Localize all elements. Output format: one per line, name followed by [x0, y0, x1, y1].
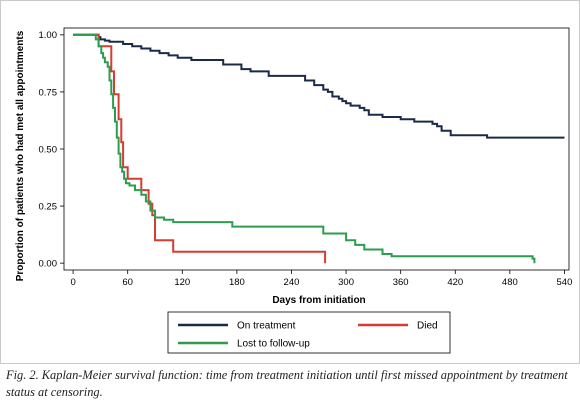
legend-box [167, 311, 451, 354]
y-axis: 0.00 0.25 0.50 0.75 1.00 [39, 30, 64, 270]
legend: On treatment Died Lost to follow-up [167, 311, 451, 354]
series-line-died [73, 33, 327, 264]
legend-label-lost-to-follow-up: Lost to follow-up [237, 339, 310, 350]
y-tick-label-3: 0.75 [39, 87, 58, 98]
x-tick-label-6: 360 [393, 277, 409, 288]
x-tick-label-7: 420 [447, 277, 463, 288]
plot-area [63, 27, 570, 271]
y-tick-label-1: 0.25 [39, 201, 58, 212]
x-tick-label-9: 540 [557, 277, 573, 288]
legend-label-died: Died [417, 321, 438, 332]
x-tick-label-3: 180 [229, 277, 245, 288]
legend-label-on-treatment: On treatment [237, 321, 296, 332]
series-line-lost-to-follow-up [73, 33, 536, 264]
x-tick-label-0: 0 [70, 277, 75, 288]
x-tick-label-8: 480 [502, 277, 518, 288]
series-layer [73, 33, 565, 264]
y-tick-label-0: 0.00 [39, 259, 58, 270]
y-axis-title: Proportion of patients who had met all a… [15, 30, 26, 281]
x-tick-label-5: 300 [338, 277, 354, 288]
figure-caption: Fig. 2. Kaplan-Meier survival function: … [6, 368, 568, 399]
y-tick-label-2: 0.50 [39, 144, 58, 155]
x-tick-label-4: 240 [284, 277, 300, 288]
y-tick-label-4: 1.00 [39, 30, 58, 41]
x-axis-title: Days from initiation [272, 295, 365, 306]
km-survival-chart: 0.00 0.25 0.50 0.75 1.00 0 60 120 180 240 300 360 4… [15, 27, 572, 354]
x-axis: 0 60 120 180 240 300 360 420 480 540 [70, 270, 572, 288]
x-tick-label-2: 120 [174, 277, 190, 288]
figure-frame: 0.00 0.25 0.50 0.75 1.00 0 60 120 180 240 300 360 4… [0, 0, 580, 364]
plot-frame [63, 27, 570, 271]
x-tick-label-1: 60 [122, 277, 133, 288]
series-line-on-treatment [73, 33, 565, 139]
